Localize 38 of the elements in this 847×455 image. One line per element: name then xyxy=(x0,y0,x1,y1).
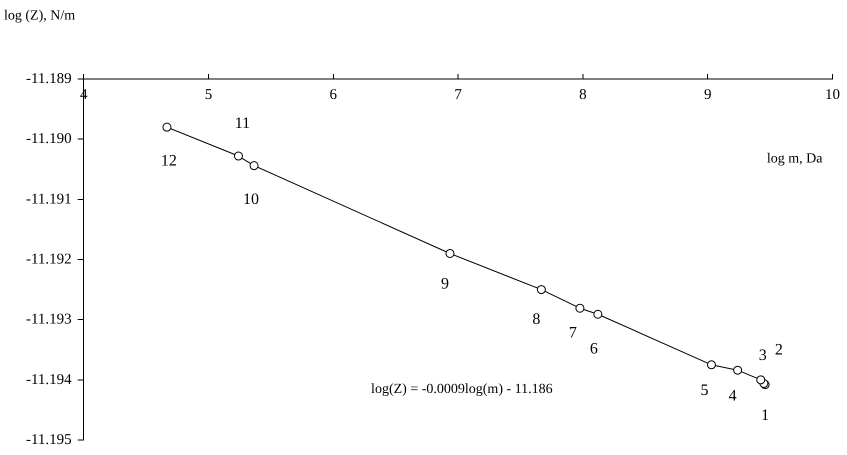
x-tick-label: 10 xyxy=(825,86,840,103)
y-tick-label: -11.192 xyxy=(26,251,72,268)
point xyxy=(536,285,546,294)
x-tick-label: 6 xyxy=(330,86,338,103)
y-tick-label: -11.190 xyxy=(26,131,72,148)
annotation: 5 xyxy=(700,382,708,399)
annotation: 8 xyxy=(532,310,540,328)
point xyxy=(756,375,766,384)
x-tick-label: 5 xyxy=(204,86,212,103)
annotation: 12 xyxy=(160,152,177,170)
point xyxy=(445,248,454,258)
point xyxy=(593,310,602,319)
point xyxy=(162,122,172,132)
annotation: 10 xyxy=(243,190,260,208)
annotation: 1 xyxy=(761,406,770,424)
point xyxy=(234,152,243,161)
point xyxy=(250,161,259,170)
point xyxy=(706,360,716,370)
y-tick-label: -11.194 xyxy=(26,372,72,388)
x-tick-label: 9 xyxy=(704,86,712,103)
point xyxy=(733,366,742,375)
annotation: 3 xyxy=(758,347,767,364)
y-tick-label: -11.189 xyxy=(26,70,72,87)
annotation: 6 xyxy=(590,340,598,358)
y-tick-label: -11.195 xyxy=(26,432,72,448)
annotation: log(Z) = -0.0009log(m) - 11.186 xyxy=(371,382,553,398)
y-tick-label: -11.191 xyxy=(26,191,72,208)
y-tick-label: -11.193 xyxy=(26,312,72,328)
y-axis-title: log (Z), N/m xyxy=(4,8,76,24)
annotation: 4 xyxy=(728,387,737,404)
annotation: 7 xyxy=(568,324,577,342)
point xyxy=(575,304,584,313)
annotation: 2 xyxy=(774,342,783,359)
x-tick-label: 7 xyxy=(454,86,462,103)
annotation: 11 xyxy=(234,115,250,132)
x-axis-title: log m, Da xyxy=(766,152,824,167)
annotation: 9 xyxy=(440,276,449,293)
x-tick-label: 8 xyxy=(579,86,587,103)
